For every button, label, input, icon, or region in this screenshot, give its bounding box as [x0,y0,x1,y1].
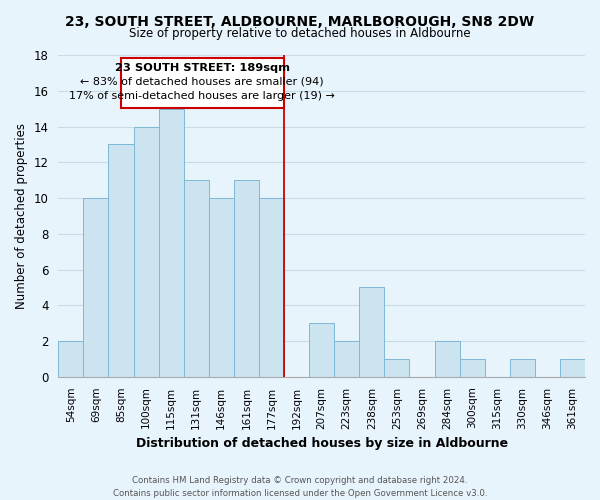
Bar [209,198,234,377]
Text: 17% of semi-detached houses are larger (19) →: 17% of semi-detached houses are larger (… [70,92,335,102]
Text: 23, SOUTH STREET, ALDBOURNE, MARLBOROUGH, SN8 2DW: 23, SOUTH STREET, ALDBOURNE, MARLBOROUGH… [65,15,535,29]
Bar [259,198,284,377]
Bar [184,180,209,377]
Bar [234,180,259,377]
Y-axis label: Number of detached properties: Number of detached properties [15,123,28,309]
Bar [359,288,385,377]
Bar [385,359,409,377]
Bar [560,359,585,377]
Text: Contains HM Land Registry data © Crown copyright and database right 2024.
Contai: Contains HM Land Registry data © Crown c… [113,476,487,498]
Bar [109,144,134,377]
Text: 23 SOUTH STREET: 189sqm: 23 SOUTH STREET: 189sqm [115,62,290,72]
X-axis label: Distribution of detached houses by size in Aldbourne: Distribution of detached houses by size … [136,437,508,450]
Bar [121,58,284,108]
Bar [83,198,109,377]
Text: Size of property relative to detached houses in Aldbourne: Size of property relative to detached ho… [129,28,471,40]
Bar [334,341,359,377]
Bar [134,126,158,377]
Bar [460,359,485,377]
Bar [510,359,535,377]
Bar [58,341,83,377]
Bar [434,341,460,377]
Bar [309,323,334,377]
Text: ← 83% of detached houses are smaller (94): ← 83% of detached houses are smaller (94… [80,77,324,87]
Bar [158,108,184,377]
